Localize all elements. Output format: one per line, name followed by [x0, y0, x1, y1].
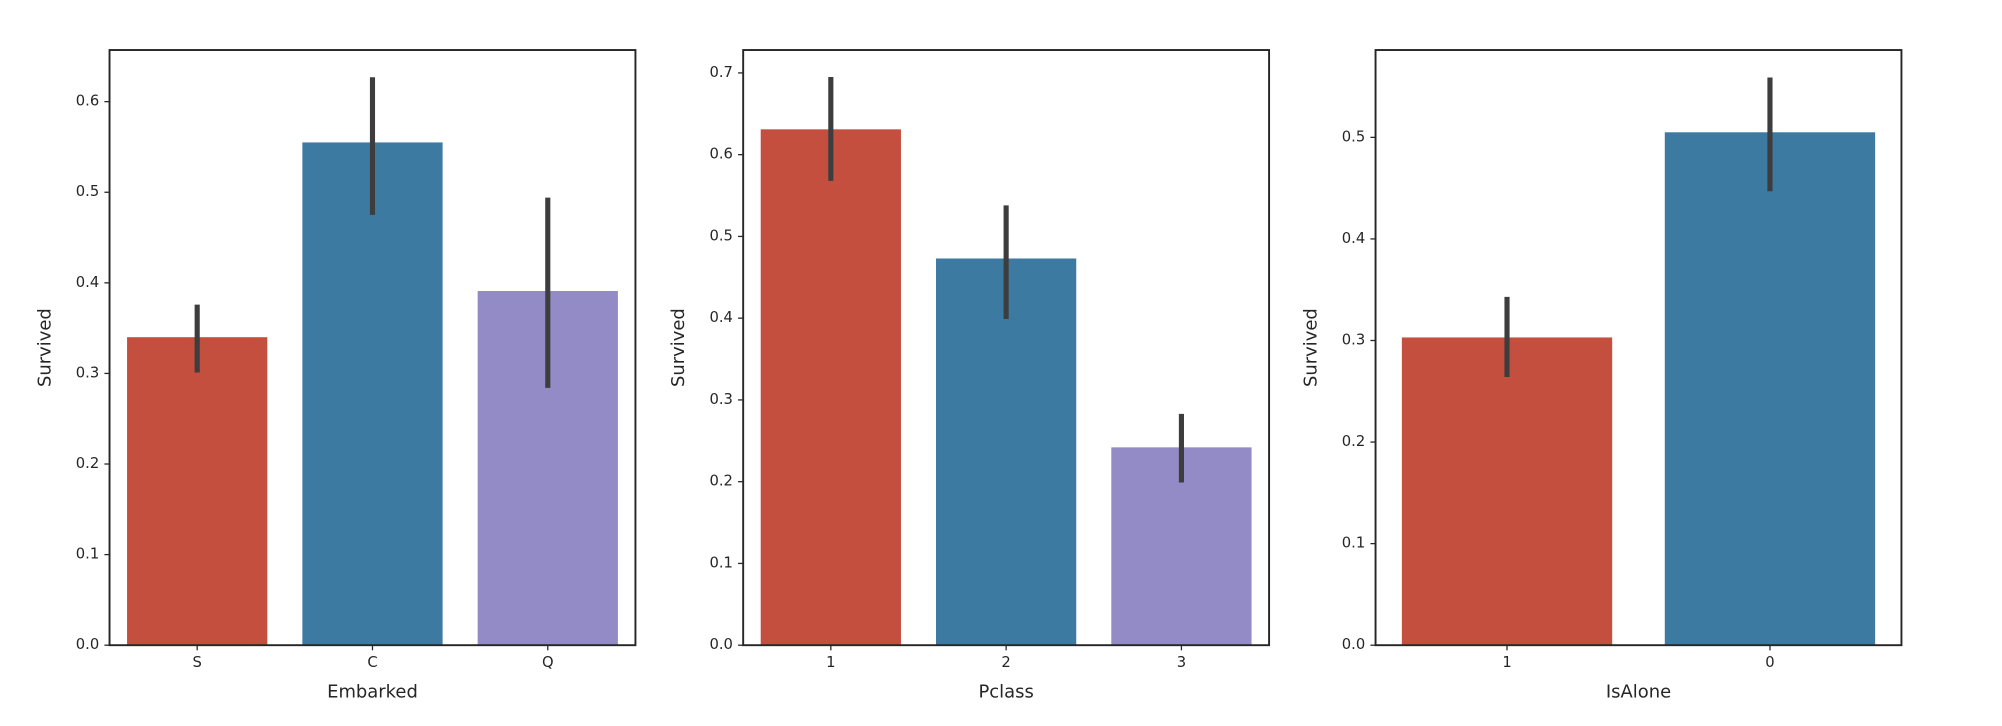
y-tick-label: 0.2: [1342, 433, 1365, 450]
x-tick-label: C: [367, 654, 377, 671]
y-axis-label: Survived: [1300, 308, 1321, 387]
y-tick-label: 0.4: [709, 309, 732, 326]
y-tick-label: 0.3: [709, 391, 732, 408]
y-axis-label: Survived: [34, 308, 55, 387]
bar: [936, 258, 1077, 646]
bar: [760, 129, 901, 646]
x-tick-label: 0: [1765, 654, 1774, 671]
y-tick-label: 0.0: [76, 636, 99, 653]
y-tick-label: 0.1: [1342, 535, 1365, 552]
x-axis-label: Embarked: [327, 682, 418, 703]
y-tick-label: 0.4: [1342, 230, 1365, 247]
x-axis-label: IsAlone: [1606, 682, 1671, 703]
x-tick-label: 2: [1001, 654, 1010, 671]
bar: [1401, 337, 1613, 646]
y-tick-label: 0.2: [76, 455, 99, 472]
y-tick-label: 0.4: [76, 274, 99, 291]
x-tick-label: 1: [1502, 654, 1511, 671]
y-tick-label: 0.1: [76, 546, 99, 563]
y-tick-label: 0.6: [709, 146, 732, 163]
y-tick-label: 0.5: [1342, 128, 1365, 145]
y-tick-label: 0.0: [709, 636, 732, 653]
bar: [1664, 132, 1876, 646]
y-tick-label: 0.0: [1342, 636, 1365, 653]
x-tick-label: 3: [1177, 654, 1186, 671]
y-tick-label: 0.1: [709, 554, 732, 571]
y-tick-label: 0.3: [1342, 331, 1365, 348]
y-tick-label: 0.7: [709, 64, 732, 81]
x-tick-label: Q: [542, 654, 554, 671]
bar: [302, 142, 443, 646]
plot-frame: [742, 49, 1271, 647]
y-tick-label: 0.2: [709, 473, 732, 490]
x-axis-label: Pclass: [978, 682, 1033, 703]
y-tick-label: 0.3: [76, 364, 99, 381]
y-tick-label: 0.5: [76, 183, 99, 200]
plot-frame: [108, 49, 637, 647]
y-tick-label: 0.5: [709, 227, 732, 244]
x-tick-label: 1: [826, 654, 835, 671]
plot-frame: [1374, 49, 1903, 647]
bar: [127, 337, 268, 646]
y-axis-label: Survived: [668, 308, 689, 387]
y-tick-label: 0.6: [76, 93, 99, 110]
x-tick-label: S: [192, 654, 201, 671]
